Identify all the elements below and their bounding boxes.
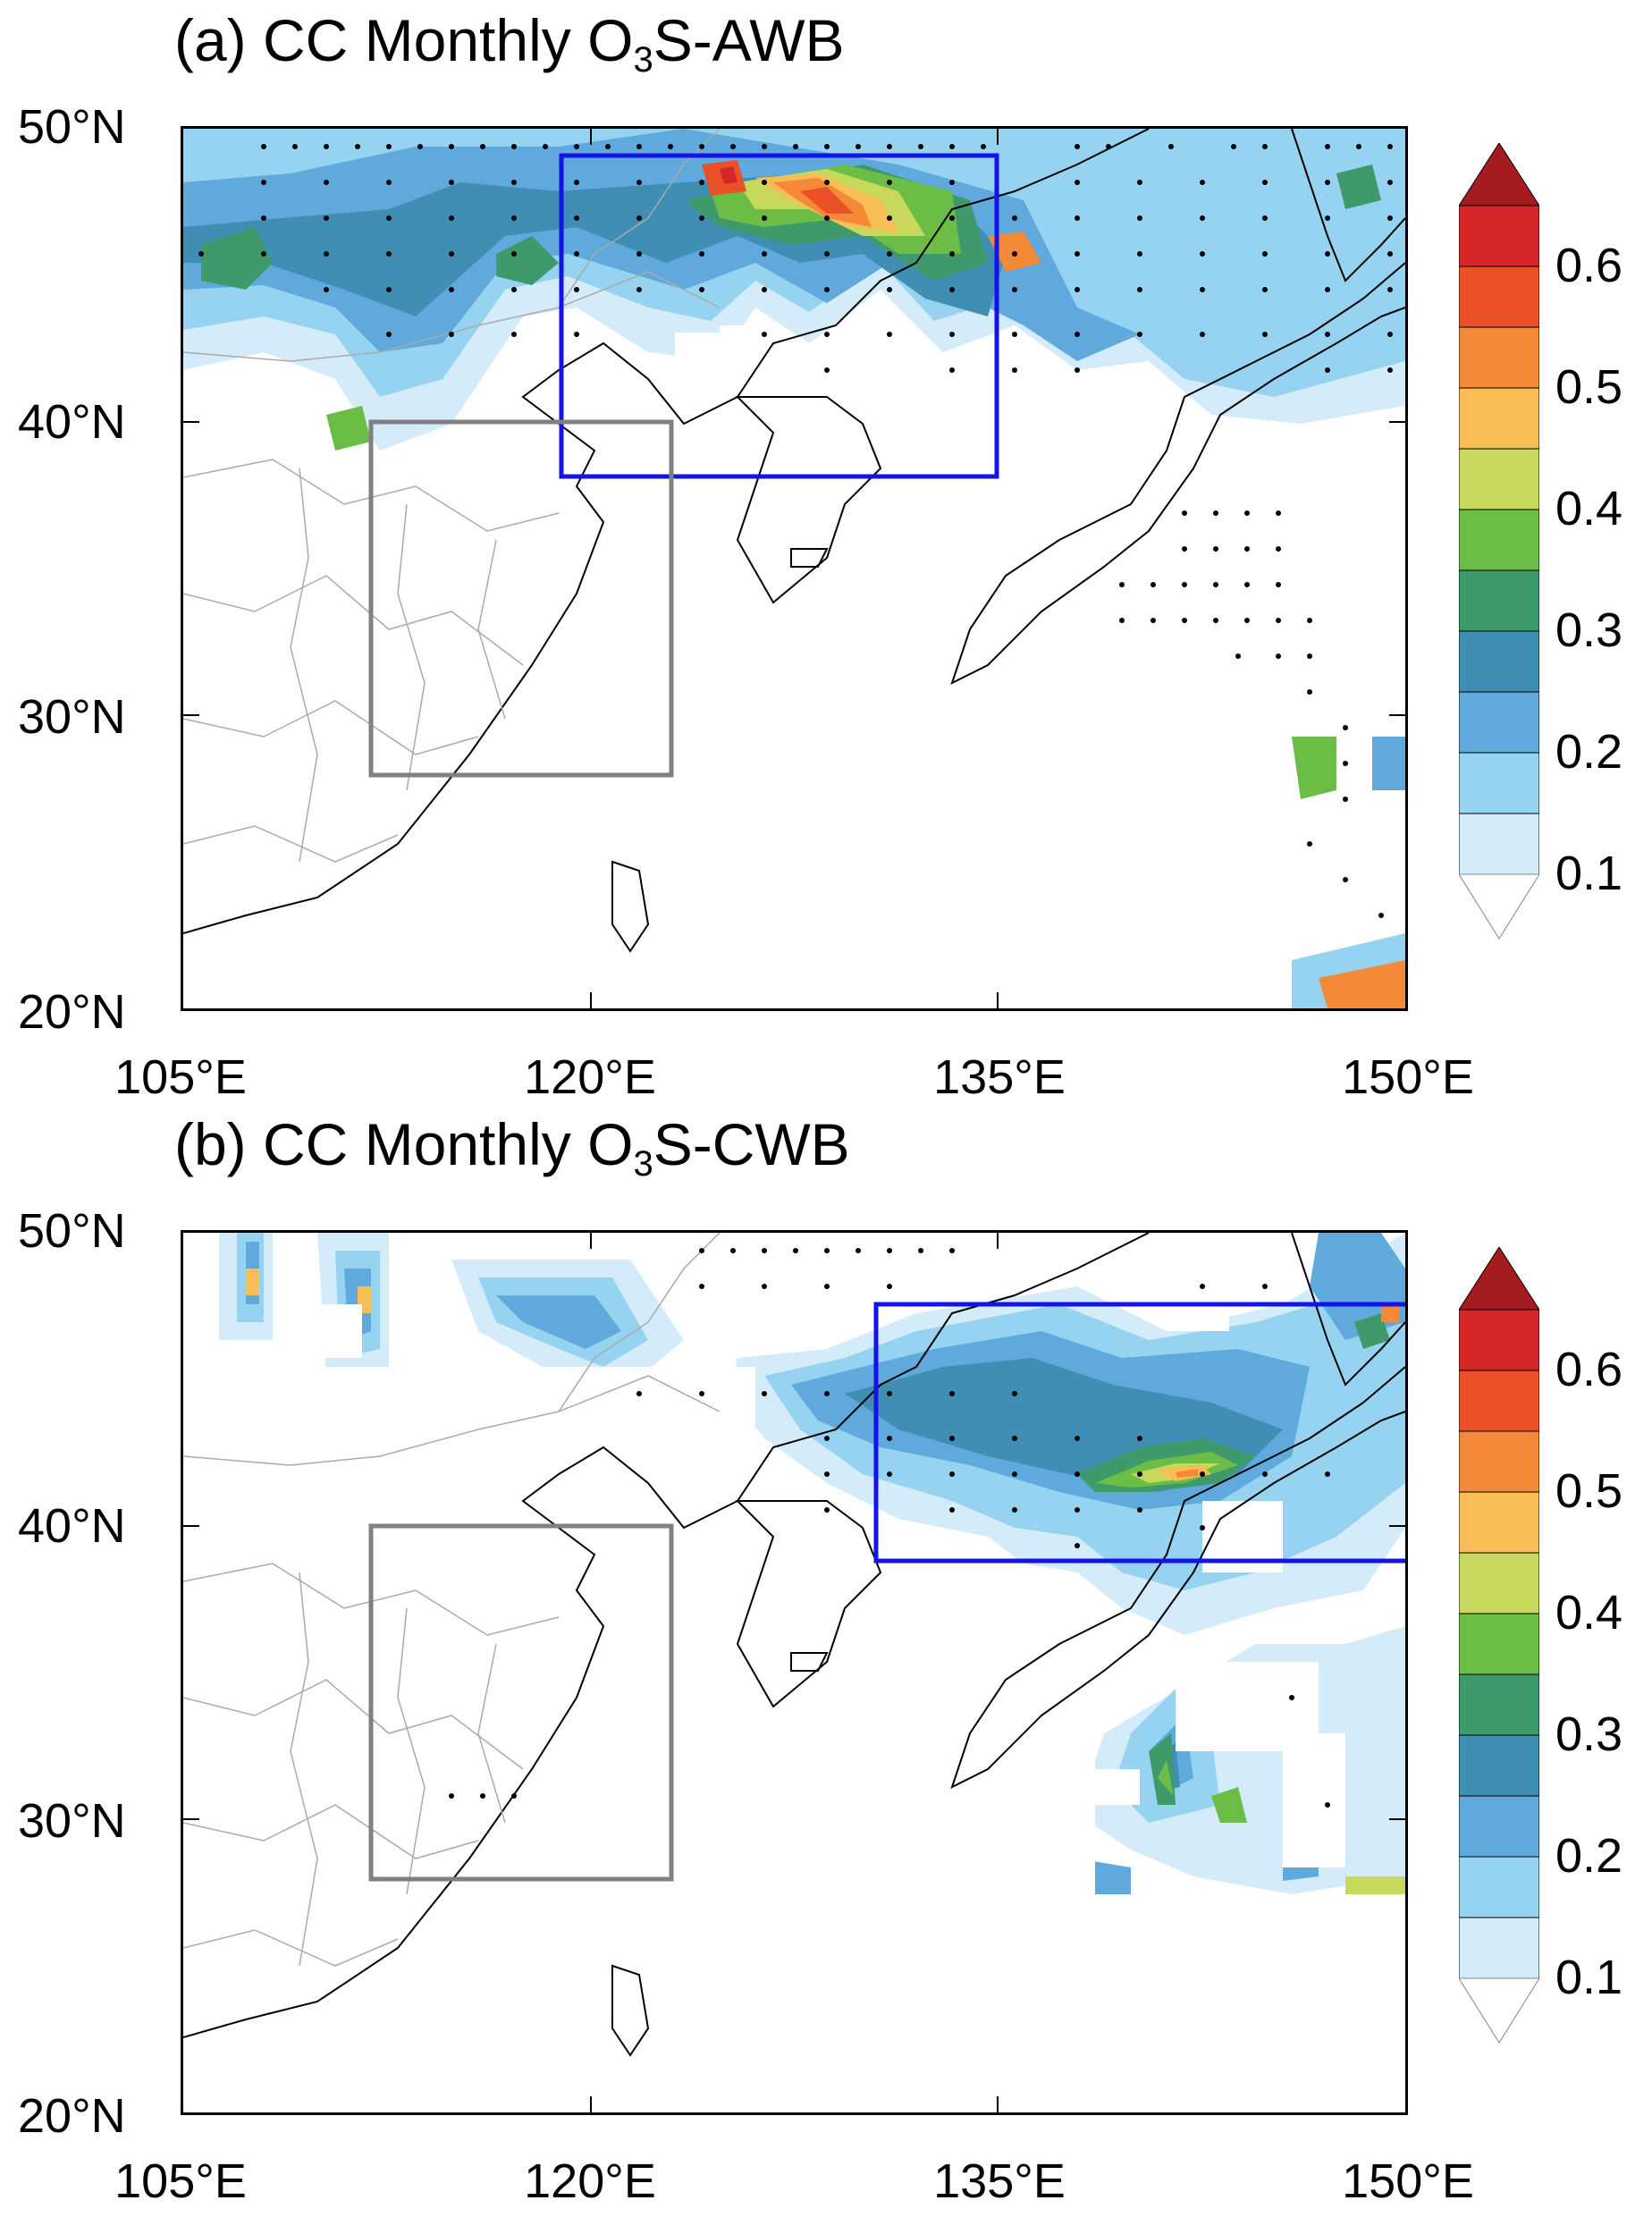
lat-label-50n: 50°N <box>18 1204 126 1258</box>
ticks-a <box>183 129 1405 1008</box>
colorbar-b <box>1459 1247 1539 2044</box>
lon-label-150e: 150°E <box>1342 1050 1474 1104</box>
colorbar-label-0.6: 0.6 <box>1555 239 1623 292</box>
colorbar-label-0.1: 0.1 <box>1555 847 1623 900</box>
colorbar-label-0.5: 0.5 <box>1555 360 1623 414</box>
lon-label-135e: 135°E <box>933 1050 1066 1104</box>
province-borders-b <box>183 1233 721 1967</box>
lat-label-40n: 40°N <box>18 1499 126 1553</box>
blue-region-box-b <box>873 1302 1405 1564</box>
lon-label-120e: 120°E <box>524 1050 656 1104</box>
panel-b: (b) CC Monthly O3S-CWB 50°N 40°N 30°N 20… <box>0 1104 1652 2208</box>
colorbar-a <box>1459 143 1539 940</box>
colorbar-label-0.5: 0.5 <box>1555 1464 1623 1518</box>
panel-b-title: (b) CC Monthly O3S-CWB <box>174 1111 850 1184</box>
coastlines-a <box>183 129 1405 953</box>
colorbar-label-0.3: 0.3 <box>1555 1707 1623 1761</box>
map-b <box>181 1230 1408 2115</box>
colorbar-label-0.3: 0.3 <box>1555 603 1623 657</box>
lat-label-50n: 50°N <box>18 100 126 154</box>
lon-label-135e: 135°E <box>933 2154 1066 2208</box>
province-borders-a <box>183 129 721 863</box>
colorbar-label-0.4: 0.4 <box>1555 482 1623 535</box>
lat-label-20n: 20°N <box>18 2089 126 2143</box>
colorbar-label-0.4: 0.4 <box>1555 1586 1623 1640</box>
significance-dots-b <box>449 1248 1330 1808</box>
colorbar-label-0.1: 0.1 <box>1555 1951 1623 2004</box>
missing-data-a <box>183 316 1292 1008</box>
lat-label-30n: 30°N <box>18 1794 126 1848</box>
ticks-b <box>183 1233 1405 2112</box>
lat-label-20n: 20°N <box>18 985 126 1039</box>
lat-label-30n: 30°N <box>18 690 126 744</box>
colorbar-label-0.2: 0.2 <box>1555 725 1623 779</box>
panel-a-title: (a) CC Monthly O3S-AWB <box>174 7 845 80</box>
gray-region-box-b <box>368 1523 674 1882</box>
map-a <box>181 126 1408 1011</box>
significance-dots-a <box>198 144 1393 918</box>
colorbar-label-0.6: 0.6 <box>1555 1343 1623 1396</box>
colorbar-label-0.2: 0.2 <box>1555 1829 1623 1883</box>
lon-label-105e: 105°E <box>114 1050 247 1104</box>
lon-label-150e: 150°E <box>1342 2154 1474 2208</box>
blue-region-box-a <box>559 153 999 479</box>
lat-label-40n: 40°N <box>18 395 126 449</box>
lon-label-105e: 105°E <box>114 2154 247 2208</box>
coastlines-b <box>183 1233 1405 2057</box>
missing-data-b <box>183 1277 1405 2112</box>
lon-label-120e: 120°E <box>524 2154 656 2208</box>
gray-region-box-a <box>368 419 674 778</box>
panel-a: (a) CC Monthly O3S-AWB 50°N 40°N 30°N 20… <box>0 0 1652 1104</box>
